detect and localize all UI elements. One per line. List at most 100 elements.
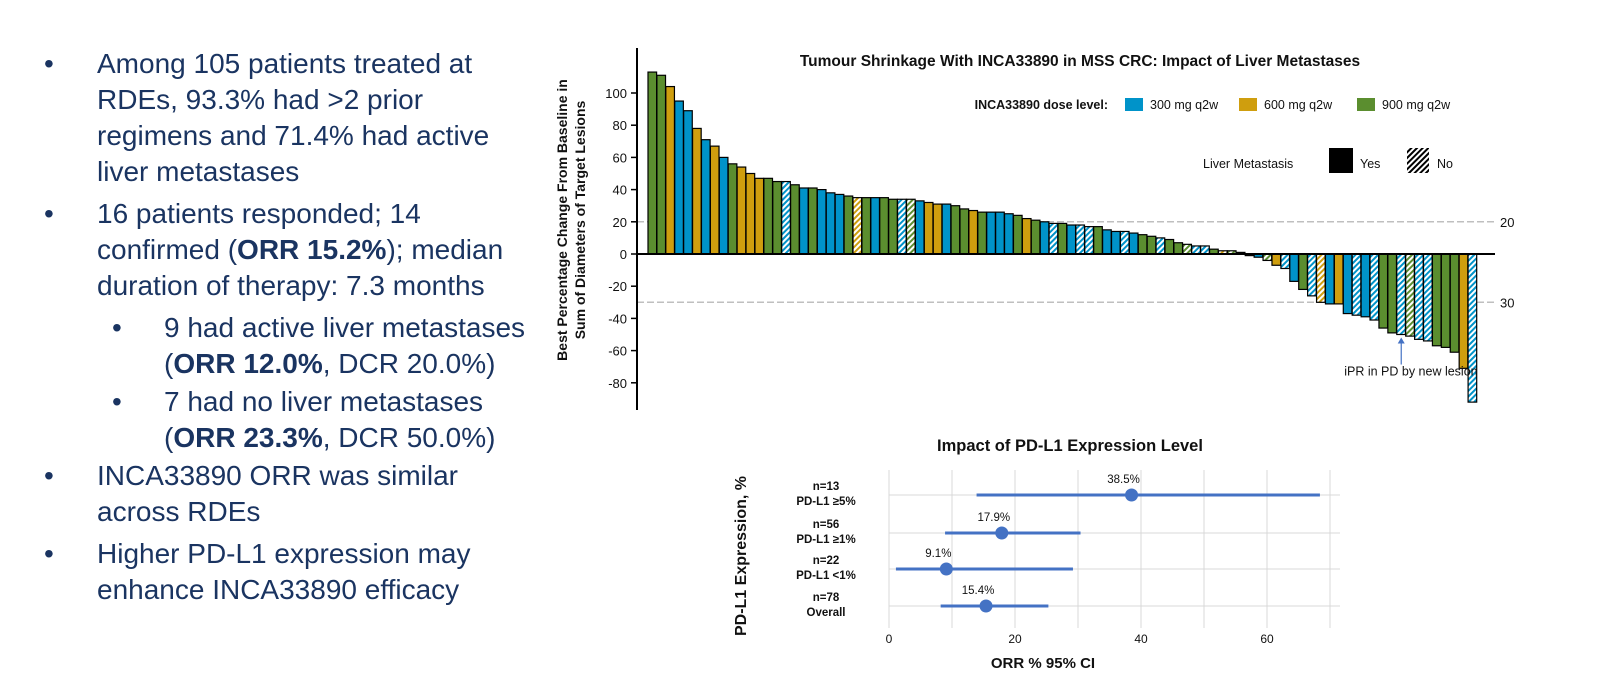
bullet-dot-icon: • [44, 460, 54, 491]
waterfall-bar [959, 208, 970, 255]
reference-line-label: 20 [1500, 215, 1514, 230]
waterfall-bar [700, 139, 711, 255]
legend-label-600: 600 mg q2w [1264, 98, 1333, 112]
waterfall-bar [772, 180, 783, 255]
waterfall-bar [1030, 219, 1041, 255]
waterfall-bar [888, 198, 898, 255]
waterfall-bar [745, 172, 756, 255]
y-axis-label-line-1: Best Percentage Change From Baseline in [554, 79, 570, 361]
y-tick-label: -40 [608, 311, 627, 326]
bullet-dot-icon: • [44, 538, 54, 569]
y-tick-label: 0 [620, 247, 627, 262]
waterfall-bar [1173, 242, 1184, 255]
waterfall-bar [1271, 253, 1282, 266]
waterfall-bar [1324, 253, 1335, 305]
waterfall-bar [1110, 230, 1121, 255]
waterfall-bar [1182, 243, 1193, 255]
waterfall-bar [1307, 253, 1317, 297]
forest-row: n=78 Overall 15.4% [807, 585, 1049, 619]
bullet-dot-icon: • [44, 198, 54, 229]
waterfall-bar [1191, 245, 1201, 255]
waterfall-title: Tumour Shrinkage With INCA33890 in MSS C… [800, 53, 1360, 70]
legend-swatch-liver-yes [1329, 148, 1353, 173]
forest-row: n=56 PD-L1 ≥1% 17.9% [796, 512, 1081, 546]
legend-label-900: 900 mg q2w [1382, 98, 1451, 112]
waterfall-bar [674, 100, 684, 255]
bullet-item: • 16 patients responded; 14 confirmed (OR… [44, 196, 544, 304]
waterfall-bar [1440, 253, 1451, 348]
waterfall-bar [647, 71, 658, 255]
forest-row: n=13 PD-L1 ≥5% 38.5% [796, 474, 1320, 508]
bullet-text: 7 had no liver metastases ( [164, 386, 484, 453]
bullet-text: ); median duration of therapy: 7.3 month… [97, 234, 504, 301]
waterfall-legend: INCA33890 dose level: 300 mg q2w 600 mg q2… [975, 98, 1453, 173]
waterfall-bar [1119, 230, 1130, 255]
bullet-text: 9 had active liver metastases ( [164, 312, 526, 379]
bullet-highlight: ORR 15.2% [237, 234, 387, 265]
waterfall-bar [950, 205, 961, 255]
waterfall-bar [896, 198, 907, 255]
bullet-highlight: ORR 12.0% [173, 348, 323, 379]
y-tick-label: 100 [605, 86, 627, 101]
y-tick-label: 20 [613, 215, 627, 230]
forest-title: Impact of PD-L1 Expression Level [937, 437, 1203, 455]
bullet-item: • Higher PD-L1 expression may enhance INC… [44, 536, 544, 608]
waterfall-bar [1413, 253, 1424, 340]
y-tick-label: -80 [608, 376, 627, 391]
orr-point [979, 599, 993, 613]
waterfall-bar [1003, 213, 1014, 255]
row-group-label: PD-L1 ≥1% [796, 534, 855, 546]
waterfall-bar [807, 187, 818, 255]
waterfall-bar [1458, 253, 1469, 369]
orr-data-label: 17.9% [977, 512, 1010, 524]
waterfall-bar [727, 163, 738, 255]
waterfall-bar [932, 203, 943, 255]
waterfall-bar [968, 209, 979, 255]
row-n-label: n=56 [813, 519, 840, 531]
waterfall-bar [1021, 217, 1032, 255]
sub-bullet-item: • 7 had no liver metastases (ORR 23.3%, D… [44, 384, 544, 456]
legend-label-liver-yes: Yes [1360, 157, 1380, 171]
row-group-label: PD-L1 <1% [796, 570, 856, 582]
waterfall-bar [1075, 224, 1086, 255]
waterfall-bar [1057, 222, 1068, 255]
waterfall-bar [1369, 253, 1380, 321]
y-tick-label: 60 [613, 150, 627, 165]
waterfall-chart: Tumour Shrinkage With INCA33890 in MSS C… [554, 48, 1514, 410]
bullet-list: • Among 105 patients treated at RDEs, 93.… [44, 46, 544, 614]
waterfall-bar [1164, 238, 1175, 255]
waterfall-bar [1039, 221, 1050, 255]
waterfall-bar [1066, 224, 1077, 255]
waterfall-bar [736, 166, 747, 255]
legend-swatch-600 [1239, 98, 1257, 111]
waterfall-bar [1012, 214, 1023, 255]
bullet-text: 16 patients responded; 14 confirmed ( [97, 198, 421, 265]
waterfall-bar [1298, 253, 1308, 291]
bullet-text: Among 105 patients treated at RDEs, 93.3… [97, 48, 490, 187]
bullet-text: INCA33890 ORR was similar across RDEs [97, 460, 458, 527]
waterfall-bar [1467, 253, 1478, 403]
x-tick-label: 20 [1008, 632, 1022, 646]
waterfall-bar [1342, 253, 1353, 315]
forest-row: n=22 PD-L1 <1% 9.1% [796, 548, 1073, 582]
waterfall-bar [709, 145, 720, 255]
orr-point [1125, 488, 1139, 502]
bullet-text: , DCR 50.0%) [322, 422, 496, 453]
row-group-label: Overall [807, 607, 846, 619]
waterfall-bar [1280, 253, 1291, 270]
waterfall-bar [816, 189, 827, 255]
legend-swatch-300 [1125, 98, 1143, 111]
orr-point [995, 526, 1009, 540]
legend-label-liver-no: No [1437, 157, 1453, 171]
forest-x-axis-label: ORR % 95% CI [991, 655, 1095, 672]
waterfall-bar [1200, 245, 1210, 255]
waterfall-bar [691, 127, 702, 255]
dose-legend-title: INCA33890 dose level: [975, 98, 1108, 112]
y-tick-label: -20 [608, 279, 627, 294]
bullet-text: Higher PD-L1 expression may enhance INCA… [97, 538, 471, 605]
liver-legend-title: Liver Metastasis [1203, 157, 1293, 171]
row-n-label: n=78 [813, 592, 840, 604]
annotation-label: iPR in PD by new lesion [1344, 365, 1477, 379]
y-tick-label: -60 [608, 344, 627, 359]
waterfall-bar [1128, 232, 1139, 255]
